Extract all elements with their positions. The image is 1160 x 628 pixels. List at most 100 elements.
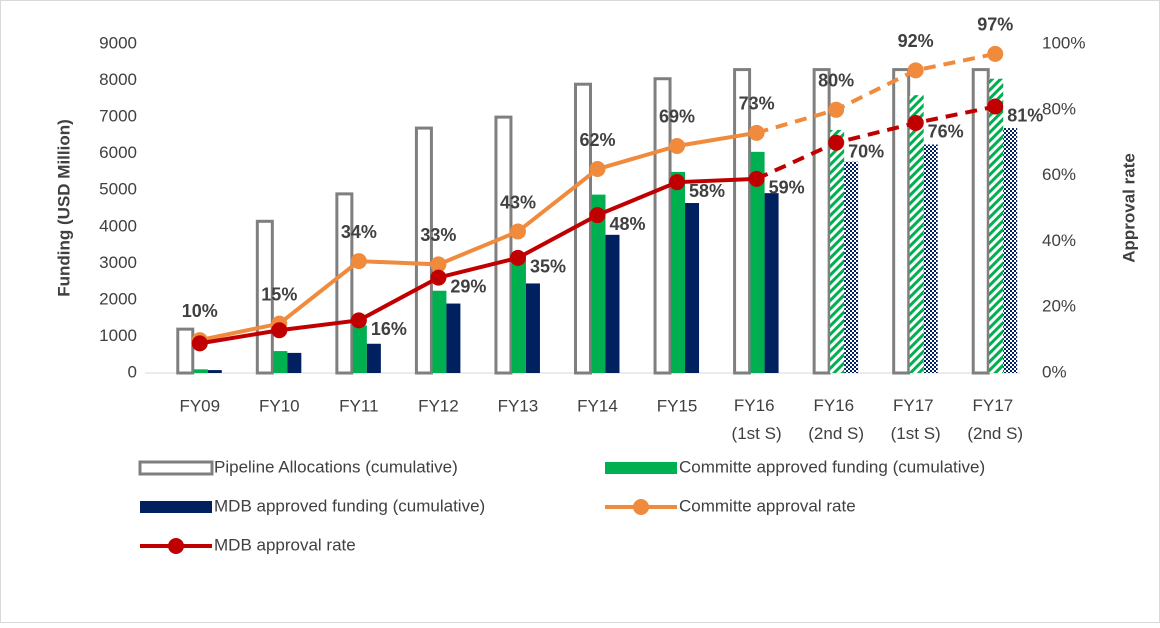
line [199,130,757,343]
y2-tick-label: 20% [1042,297,1076,316]
bar [591,194,606,373]
data-label: 81% [1007,105,1043,125]
bar [494,115,513,375]
data-label: 58% [689,181,725,201]
y-axis-label: Funding (USD Million) [54,119,73,297]
x-tick-label: FY17 (2nd S) [967,396,1023,443]
data-label: 69% [659,107,695,127]
legend-label: MDB approval rate [214,535,356,554]
bar [605,234,620,373]
data-label: 35% [530,257,566,277]
x-tick-label: FY12 [418,396,459,415]
bar [176,327,195,375]
y2-tick-label: 0% [1042,362,1067,381]
legend-label: Committe approval rate [679,496,856,515]
marker [748,170,765,187]
y2-tick-label: 100% [1042,33,1085,52]
marker [350,253,367,270]
bar [989,78,1004,373]
y-tick-label: 1000 [99,326,137,345]
bar [844,161,859,373]
bar [207,370,222,373]
y-tick-label: 7000 [99,107,137,126]
marker [669,174,686,191]
bar [892,68,911,375]
data-label: 29% [450,276,486,296]
data-label: 33% [420,225,456,245]
bar [446,303,461,373]
marker [430,269,447,286]
marker [430,256,447,273]
data-label: 73% [739,94,775,114]
y2-tick-label: 80% [1042,99,1076,118]
marker [191,335,208,352]
y2-axis-label: Approval rate [1119,153,1138,263]
y-tick-label: 8000 [99,70,137,89]
data-label: 62% [579,130,615,150]
y-tick-label: 9000 [99,33,137,52]
data-label: 97% [977,15,1013,35]
legend-swatch [138,460,214,476]
x-tick-label: FY09 [179,396,220,415]
bar [574,82,592,375]
y2-tick-label: 60% [1042,165,1076,184]
data-label: 59% [769,178,805,198]
bar [335,192,354,375]
y-tick-label: 2000 [99,289,137,308]
marker [987,45,1004,62]
line [755,104,996,181]
data-label: 34% [341,222,377,242]
legend-swatch [605,462,677,474]
bar [1003,128,1018,373]
x-tick-label: FY10 [259,396,300,415]
marker [907,62,924,79]
marker [669,137,686,154]
marker [987,98,1004,115]
marker [589,207,606,224]
marker [350,312,367,329]
bar [685,203,700,373]
bar [750,151,765,373]
bar [525,283,540,373]
data-label: 15% [261,284,297,304]
bar [511,256,526,373]
bar [812,68,831,375]
bar [193,369,208,373]
bar [287,352,302,373]
data-label: 76% [928,122,964,142]
data-label: 70% [848,141,884,161]
legend-swatch [140,501,212,513]
bar [971,68,990,375]
y-tick-label: 0 [128,362,137,381]
data-label: 10% [182,301,218,321]
bar [432,290,447,373]
legend-label: Committe approved funding (cumulative) [679,457,985,476]
marker [748,124,765,141]
bar [830,129,845,373]
data-label: 16% [371,319,407,339]
x-tick-label: FY15 [657,396,698,415]
legend-label: MDB approved funding (cumulative) [214,496,485,515]
data-label: 48% [609,214,645,234]
marker [589,161,606,178]
x-tick-label: FY14 [577,396,618,415]
y2-tick-label: 40% [1042,231,1076,250]
y-tick-label: 4000 [99,216,137,235]
legend-swatch [168,538,184,554]
y-tick-label: 3000 [99,253,137,272]
data-label: 43% [500,192,536,212]
bar [764,193,779,373]
data-label: 92% [898,31,934,51]
x-tick-label: FY16 (2nd S) [808,396,864,443]
y-tick-label: 5000 [99,180,137,199]
line [199,176,757,346]
x-tick-label: FY16 (1st S) [732,396,782,443]
marker [907,114,924,131]
marker [828,134,845,151]
marker [509,249,526,266]
line [756,51,996,135]
bar [366,343,381,373]
y-tick-label: 6000 [99,143,137,162]
legend-label: Pipeline Allocations (cumulative) [214,457,458,476]
